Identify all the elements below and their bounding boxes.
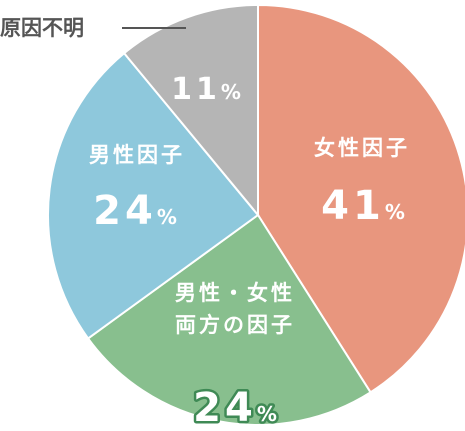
category-label: 男性因子	[89, 143, 185, 167]
category-label: 原因不明	[0, 16, 84, 40]
pie-slice	[47, 51, 260, 340]
category-label: 男性・女性	[175, 281, 295, 305]
pie-slice	[122, 3, 259, 218]
value-label: 24%	[193, 385, 281, 431]
pie-slice	[86, 213, 372, 426]
category-label: 両方の因子	[175, 313, 295, 337]
category-label: 女性因子	[314, 136, 410, 160]
